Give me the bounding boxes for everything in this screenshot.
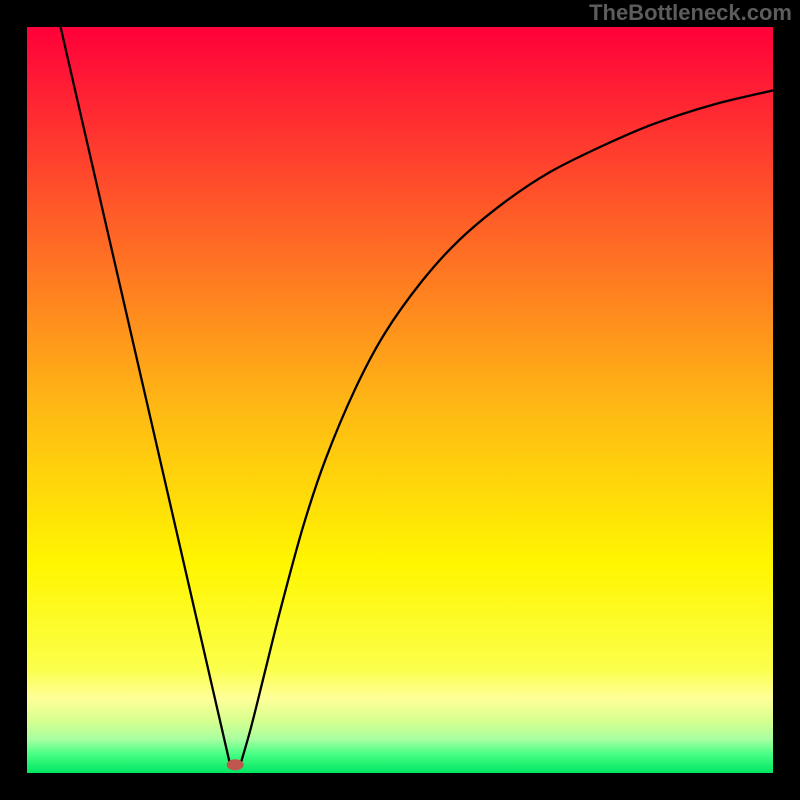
curve-left-branch — [47, 0, 231, 767]
chart-svg — [0, 0, 800, 800]
watermark-text: TheBottleneck.com — [589, 0, 792, 26]
chart-container: TheBottleneck.com — [0, 0, 800, 800]
valley-marker — [227, 760, 243, 770]
curve-right-branch — [240, 90, 773, 767]
